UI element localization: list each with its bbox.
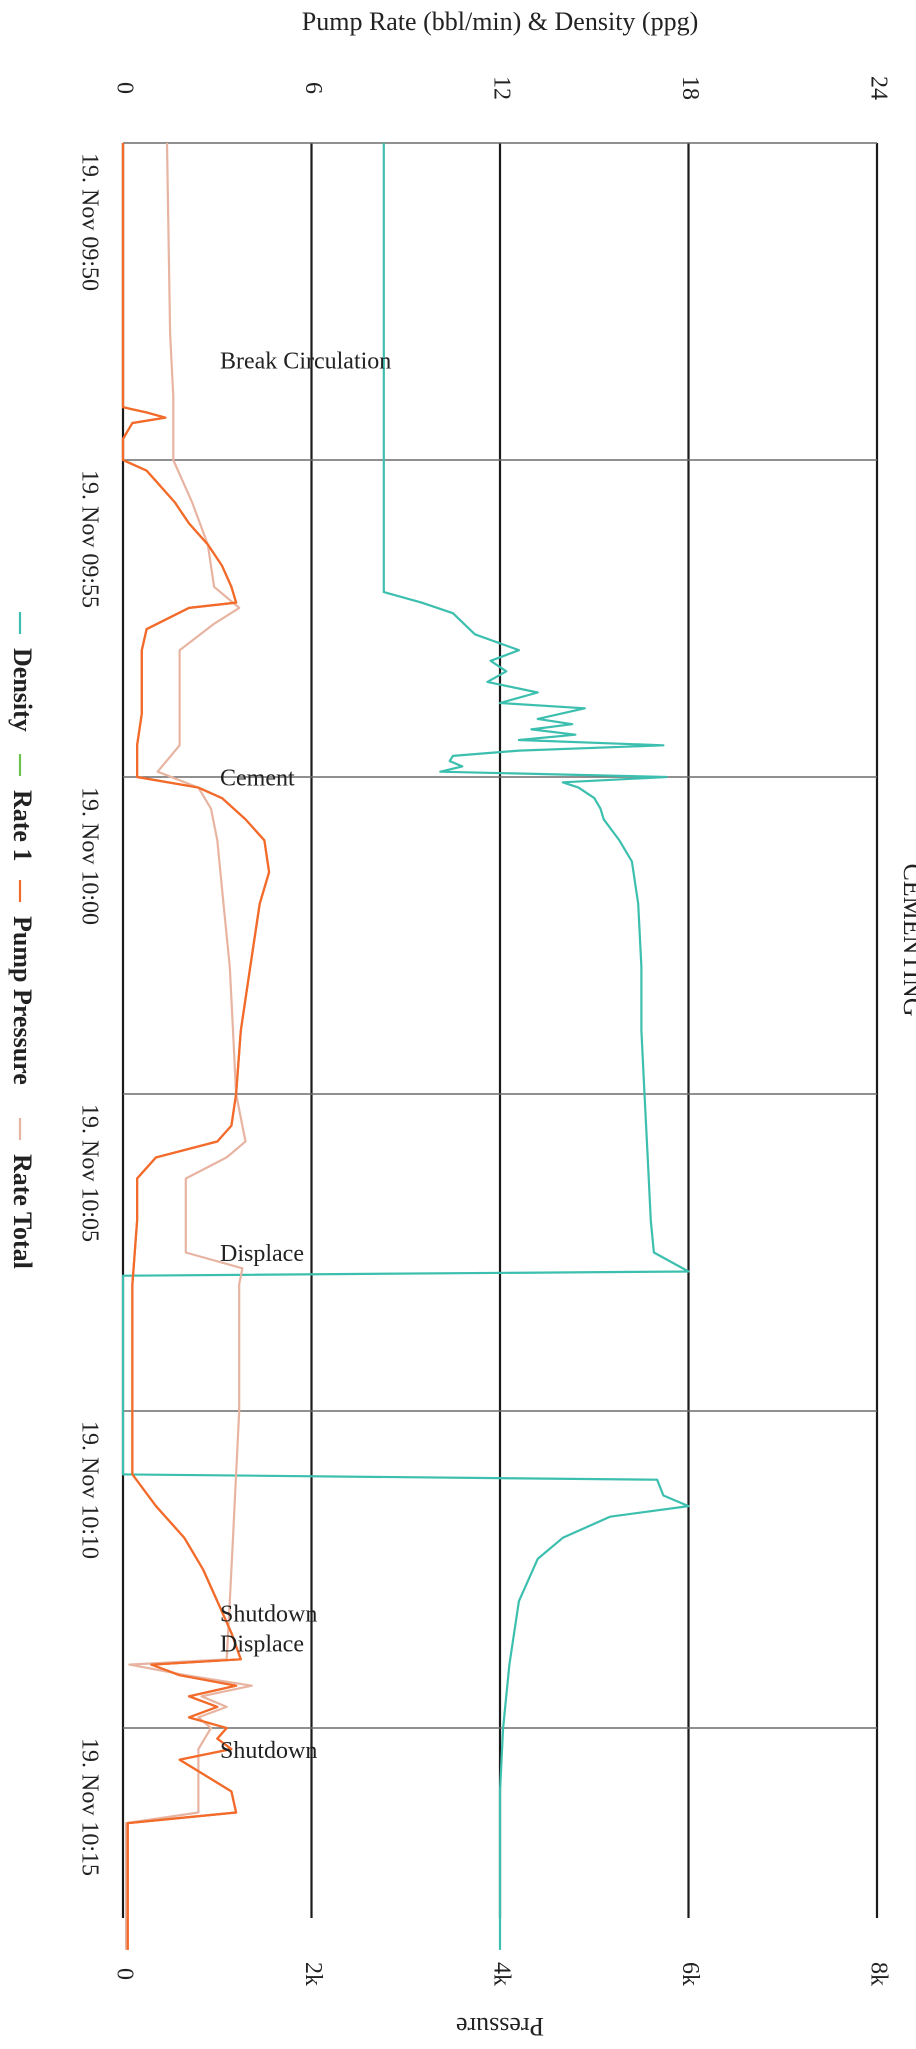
pressure-tick-label: 8k	[865, 1962, 891, 1986]
time-tick-label: 19. Nov 10:05	[76, 1104, 102, 1242]
legend-label: Rate Total	[8, 1154, 37, 1269]
time-tick-label: 19. Nov 10:00	[76, 787, 102, 925]
rate-density-tick-label: 12	[488, 76, 514, 100]
time-tick-label: 19. Nov 10:10	[76, 1421, 102, 1559]
series-line-pump-pressure-overlay	[121, 143, 271, 1950]
rate-density-tick-label: 6	[300, 82, 326, 94]
legend-label: Pump Pressure	[8, 916, 37, 1085]
plot-labels: 0 6 12 18 24 0 2k 4k 6k 8k 19. Nov 09:50 19. Nov 09…	[8, 7, 916, 2041]
legend-label: Density	[8, 648, 37, 732]
annotation-label: Displace	[220, 1632, 304, 1658]
chart-title: CEMENTING	[898, 863, 916, 1016]
pressure-tick-label: 0	[111, 1968, 137, 1980]
rate-density-tick-label: 18	[677, 76, 703, 100]
pressure-tick-label: 2k	[300, 1962, 326, 1986]
plot-series	[121, 142, 690, 1950]
legend-label: Rate 1	[8, 790, 37, 861]
left-axis-title: Pump Rate (bbl/min) & Density (ppg)	[302, 7, 698, 36]
pressure-tick-label: 6k	[677, 1962, 703, 1986]
annotation-label: Break Circulation	[220, 348, 391, 374]
time-tick-label: 19. Nov 09:50	[76, 153, 102, 291]
rate-density-tick-label: 0	[111, 82, 137, 94]
annotation-label: Cement	[220, 766, 295, 792]
pressure-tick-label: 4k	[488, 1962, 514, 1986]
right-axis-title: Pressure	[456, 2012, 544, 2041]
series-line-rate-total	[124, 142, 253, 1950]
time-tick-label: 19. Nov 09:55	[76, 470, 102, 608]
plot-grid	[121, 142, 879, 1918]
annotation-label: Displace	[220, 1241, 304, 1267]
time-tick-label: 19. Nov 10:15	[76, 1738, 102, 1876]
annotation-label: Shutdown	[220, 1738, 317, 1764]
annotation-label: Shutdown	[220, 1602, 317, 1628]
rate-density-tick-label: 24	[865, 76, 891, 100]
series-line-density	[121, 143, 690, 1950]
